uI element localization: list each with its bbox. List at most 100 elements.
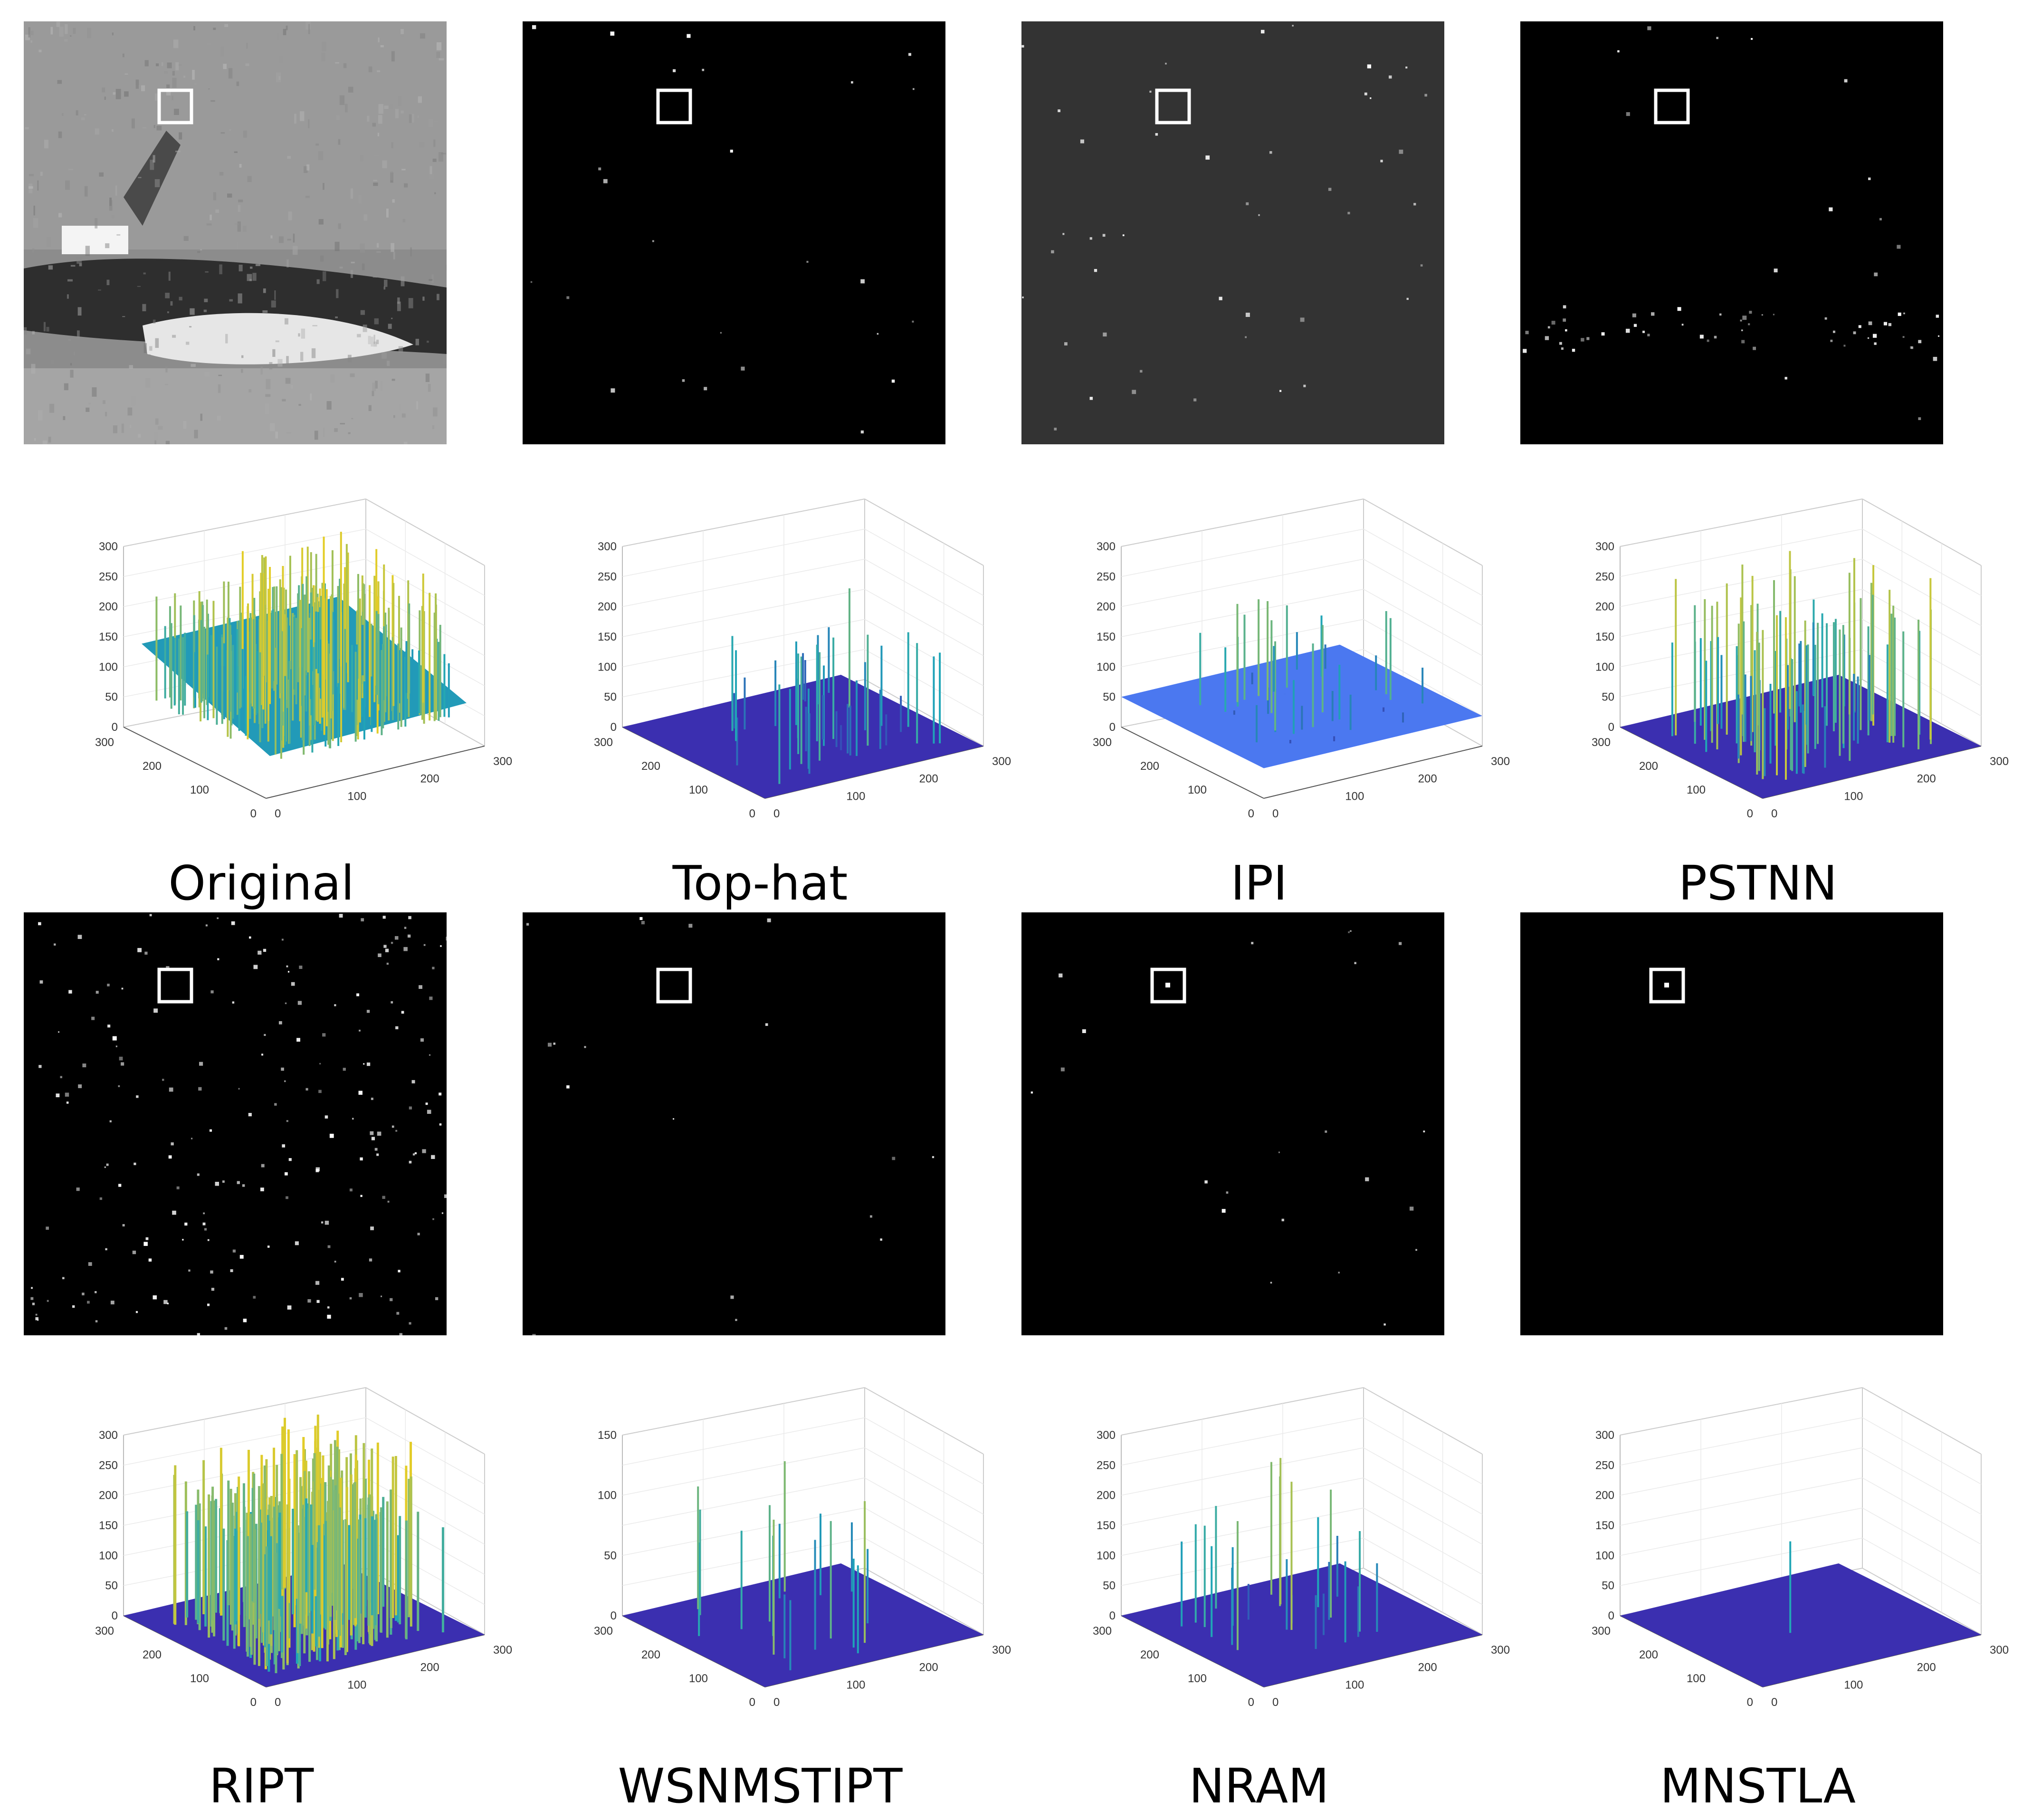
- z-tick-label: 300: [1097, 1429, 1116, 1442]
- z-tick-label: 300: [1595, 1429, 1614, 1442]
- mnstla-3d-plot: 0 50 100 150 200 250 300 0 100 200 300 0 100 200 300: [1520, 1373, 2009, 1715]
- target-box: [1649, 967, 1685, 1004]
- z-tick-label: 250: [598, 570, 617, 583]
- target-dot: [1664, 983, 1669, 987]
- z-tick-label: 200: [99, 601, 118, 613]
- x-tick-label: 100: [1844, 790, 1863, 803]
- y-tick-label: 200: [1639, 760, 1658, 773]
- z-tick-label: 50: [604, 1549, 617, 1562]
- z-tick-label: 100: [598, 661, 617, 673]
- z-tick-label: 150: [99, 1519, 118, 1532]
- z-tick-label: 250: [99, 1459, 118, 1472]
- z-tick-label: 50: [1602, 691, 1614, 704]
- pstnn-3d-plot: 0 50 100 150 200 250 300 0 100 200 300 0 100 200 300: [1520, 485, 2009, 827]
- y-tick-label: 300: [95, 1625, 114, 1638]
- y-tick-label: 0: [1747, 807, 1753, 820]
- z-tick-label: 0: [1608, 1609, 1614, 1622]
- z-tick-label: 250: [1097, 570, 1116, 583]
- y-tick-label: 200: [641, 760, 660, 773]
- y-tick-label: 0: [250, 807, 257, 820]
- x-tick-label: 0: [1771, 807, 1777, 820]
- x-tick-label: 100: [1844, 1678, 1863, 1691]
- z-tick-label: 200: [1097, 1489, 1116, 1502]
- z-tick-label: 100: [99, 1549, 118, 1562]
- x-tick-label: 100: [1345, 790, 1364, 803]
- z-tick-label: 250: [1595, 570, 1614, 583]
- target-box: [656, 967, 692, 1004]
- y-tick-label: 100: [689, 784, 708, 796]
- z-tick-label: 200: [1595, 1489, 1614, 1502]
- surface-plane: [622, 1563, 983, 1687]
- z-tick-label: 300: [598, 540, 617, 553]
- z-tick-label: 300: [1097, 540, 1116, 553]
- y-tick-label: 200: [1639, 1648, 1658, 1661]
- x-tick-label: 0: [275, 1696, 281, 1709]
- x-tick-label: 300: [992, 755, 1011, 768]
- y-tick-label: 100: [1188, 1672, 1207, 1685]
- z-tick-label: 50: [1602, 1580, 1614, 1592]
- y-tick-label: 300: [1592, 736, 1611, 749]
- x-tick-label: 100: [347, 1678, 366, 1691]
- z-tick-label: 200: [598, 601, 617, 613]
- z-tick-label: 0: [112, 1609, 118, 1622]
- y-tick-label: 0: [1747, 1696, 1753, 1709]
- pstnn-caption: PSTNN: [1678, 855, 1838, 911]
- x-tick-label: 300: [1491, 1644, 1510, 1657]
- x-tick-label: 0: [1272, 1696, 1278, 1709]
- surface-plane: [622, 675, 983, 798]
- target-box: [1155, 88, 1191, 125]
- z-tick-label: 100: [1595, 661, 1614, 673]
- z-tick-label: 150: [1595, 1519, 1614, 1532]
- wsnmstipt-3d-plot: 0 50 100 150 0 100 200 300 0 100 200 300: [523, 1373, 1011, 1715]
- target-box: [157, 88, 193, 125]
- ipi-result-image: [1021, 21, 1444, 444]
- z-tick-label: 250: [1595, 1459, 1614, 1472]
- z-tick-label: 50: [105, 1580, 118, 1592]
- z-tick-label: 200: [1595, 601, 1614, 613]
- y-tick-label: 0: [1248, 807, 1254, 820]
- x-tick-label: 100: [846, 790, 865, 803]
- nram-caption: NRAM: [1189, 1758, 1329, 1814]
- nram-result-image: [1021, 912, 1444, 1335]
- pstnn-result-image: [1520, 21, 1943, 444]
- x-tick-label: 300: [493, 1644, 512, 1657]
- x-tick-label: 300: [992, 1644, 1011, 1657]
- x-tick-label: 200: [420, 1661, 439, 1674]
- y-tick-label: 300: [95, 736, 114, 749]
- ript-result-image: [24, 912, 447, 1335]
- z-tick-label: 0: [611, 1609, 617, 1622]
- z-tick-label: 250: [99, 570, 118, 583]
- y-tick-label: 200: [143, 1648, 162, 1661]
- y-tick-label: 200: [1140, 1648, 1159, 1661]
- z-tick-label: 150: [1595, 631, 1614, 643]
- z-tick-label: 0: [1109, 721, 1116, 734]
- x-tick-label: 200: [1917, 1661, 1936, 1674]
- y-tick-label: 100: [1188, 784, 1207, 796]
- z-tick-label: 50: [105, 691, 118, 704]
- z-tick-label: 0: [611, 721, 617, 734]
- mnstla-result-image: [1520, 912, 1943, 1335]
- x-tick-label: 200: [1418, 773, 1437, 785]
- x-tick-label: 200: [1917, 773, 1936, 785]
- z-tick-label: 300: [1595, 540, 1614, 553]
- y-tick-label: 100: [190, 784, 209, 796]
- y-tick-label: 300: [1093, 1625, 1112, 1638]
- wsnmstipt-caption: WSNMSTIPT: [618, 1758, 903, 1814]
- original-caption: Original: [168, 855, 354, 911]
- x-tick-label: 200: [919, 773, 938, 785]
- tophat-3d-plot: 0 50 100 150 200 250 300 0 100 200 300 0 100 200 300: [523, 485, 1011, 827]
- mnstla-caption: MNSTLA: [1660, 1758, 1856, 1814]
- ipi-caption: IPI: [1231, 855, 1288, 911]
- x-tick-label: 100: [1345, 1678, 1364, 1691]
- target-box: [1654, 88, 1690, 125]
- z-tick-label: 300: [99, 540, 118, 553]
- z-tick-label: 100: [598, 1489, 617, 1502]
- target-box: [656, 88, 692, 125]
- y-tick-label: 200: [641, 1648, 660, 1661]
- nram-3d-plot: 0 50 100 150 200 250 300 0 100 200 300 0 100 200 300: [1021, 1373, 1510, 1715]
- x-tick-label: 0: [773, 1696, 780, 1709]
- target-box: [157, 967, 193, 1004]
- x-tick-label: 100: [347, 790, 366, 803]
- z-tick-label: 300: [99, 1429, 118, 1442]
- wsnmstipt-result-image: [523, 912, 945, 1335]
